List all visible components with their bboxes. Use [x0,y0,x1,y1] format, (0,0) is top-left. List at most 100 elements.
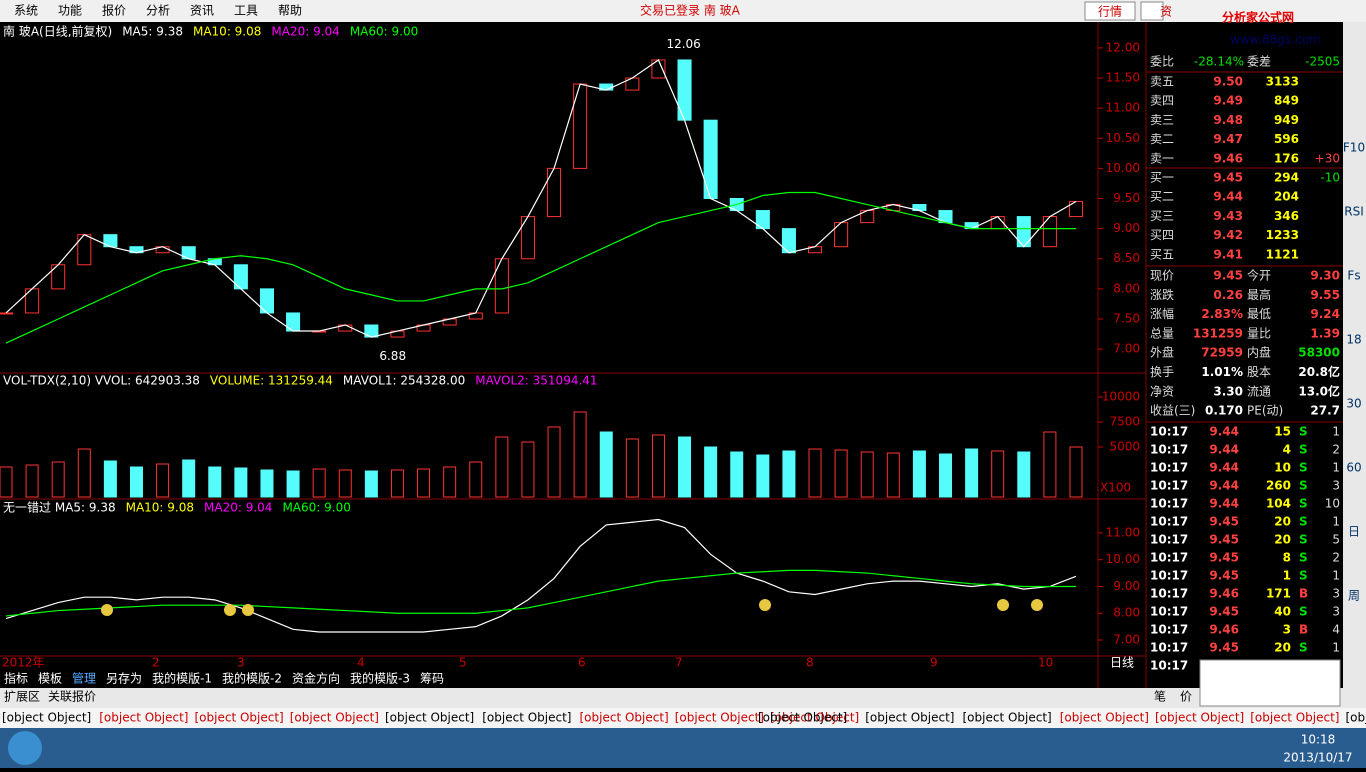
template-tab[interactable]: 筹码 [420,672,444,686]
trade-price: 9.45 [1209,605,1239,619]
menu-item[interactable]: 分析 [146,4,170,18]
volume-bar [913,451,925,497]
top-button-label[interactable]: 资 [1160,5,1172,19]
trade-count: 3 [1332,479,1340,493]
high-label: 12.06 [666,37,700,51]
panel-header: MA10: 9.08 [193,25,261,39]
stat-label: 涨跌 [1150,287,1174,302]
stat-label: 换手 [1150,365,1174,379]
extra-tab[interactable]: 扩展区 [4,690,40,704]
volume-bar [679,437,691,497]
trade-volume: 40 [1274,605,1291,619]
side-icon[interactable]: RSI [1344,205,1364,219]
volume-bar [235,468,247,497]
book-label: 买三 [1150,209,1174,223]
quote-ratio: 委比 [1150,55,1174,69]
menu-item[interactable]: 帮助 [278,4,302,18]
candle [704,120,717,198]
status-item: [object Object] [195,711,284,725]
extra-tab[interactable]: 关联报价 [48,689,96,704]
trade-time: 10:17 [1150,425,1188,439]
y-tick-label: 7.50 [1113,311,1140,325]
volume-bar [1044,432,1056,497]
status-item: [object Object] [1060,711,1149,725]
side-icon[interactable]: 日 [1348,525,1360,539]
side-icon[interactable]: Fs [1347,269,1360,283]
panel-header: 南 玻A(日线,前复权) [3,24,112,39]
panel-header: MA5: 9.38 [122,25,183,39]
volume-bar [418,469,430,497]
template-tab[interactable]: 另存为 [106,672,142,686]
book-label: 卖五 [1150,75,1174,89]
quote-tab[interactable]: 价 [1180,690,1192,704]
template-tab[interactable]: 我的模版-2 [222,671,282,686]
side-icon[interactable]: 18 [1346,333,1361,347]
signal-icon [997,599,1009,611]
stat-value: 0.170 [1205,404,1243,418]
date-label: 6 [578,656,586,670]
y-tick-label: 8.00 [1113,281,1140,295]
template-tab[interactable]: 模板 [38,672,62,686]
menu-item[interactable]: 工具 [234,4,258,18]
book-volume: 1121 [1266,247,1299,261]
y-tick-label: 10.00 [1106,552,1140,566]
volume-bar [339,470,351,497]
top-button-label[interactable]: 行情 [1098,5,1122,19]
quote-tab[interactable]: 笔 [1154,689,1166,704]
status-item: [object Object] [1250,711,1339,725]
book-change: -10 [1320,171,1340,185]
volume-bar [261,470,273,497]
status-item: [object Object] [580,711,669,725]
start-button[interactable] [8,731,42,765]
volume-bar [391,470,403,497]
menu-item[interactable]: 报价 [102,3,126,18]
status-item: [object Object] [675,711,764,725]
template-tab[interactable]: 指标 [4,671,28,686]
stat-value: 58300 [1298,346,1340,360]
trade-time: 10:17 [1150,587,1188,601]
trade-price: 9.44 [1209,497,1239,511]
stat-value: 27.7 [1310,404,1340,418]
book-price: 9.42 [1213,228,1243,242]
trade-side: S [1299,533,1308,547]
status-item: [object Object] [1346,711,1366,725]
side-icon[interactable]: 60 [1346,461,1361,475]
side-icon[interactable]: 周 [1348,589,1360,603]
logo-title: 分析家公式网 [1222,10,1294,25]
status-item: [object Object] [1155,711,1244,725]
volume-bar [52,462,64,497]
date-label: 10 [1038,656,1053,670]
y-tick-label: 10000 [1102,390,1140,404]
signal-icon [224,604,236,616]
status-item: [object Object] [99,711,188,725]
template-tab[interactable]: 我的模版-1 [152,671,212,686]
y-tick-label: 8.50 [1113,251,1140,265]
volume-bar [0,467,12,497]
date-label: 2012年 [2,656,45,670]
panel-header: MA60: 9.00 [350,25,418,39]
logo-url: www.88gs.com [1230,33,1321,47]
menu-item[interactable]: 功能 [58,4,82,18]
volume-bar [940,454,952,497]
stat-label: 净资 [1150,384,1174,398]
stat-value: 72959 [1201,346,1243,360]
template-tab[interactable]: 资金方向 [292,671,340,686]
trade-price: 9.45 [1209,641,1239,655]
panel-header: MAVOL1: 254328.00 [343,374,465,388]
trade-side: S [1299,461,1308,475]
book-volume: 849 [1274,94,1299,108]
side-icon[interactable]: F10 [1343,141,1365,155]
volume-bar [574,412,586,497]
template-tab[interactable]: 我的模版-3 [350,671,410,686]
trade-count: 1 [1332,641,1340,655]
template-tab[interactable]: 管理 [72,671,96,686]
side-icon[interactable]: 30 [1346,397,1361,411]
menu-item[interactable]: 系统 [14,4,38,18]
menu-item[interactable]: 资讯 [190,4,214,18]
trade-time: 10:17 [1150,515,1188,529]
clock-date: 2013/10/17 [1283,751,1352,765]
stat-label: 内盘 [1247,345,1271,360]
stat-label: 今开 [1247,268,1271,283]
trade-time: 10:17 [1150,569,1188,583]
